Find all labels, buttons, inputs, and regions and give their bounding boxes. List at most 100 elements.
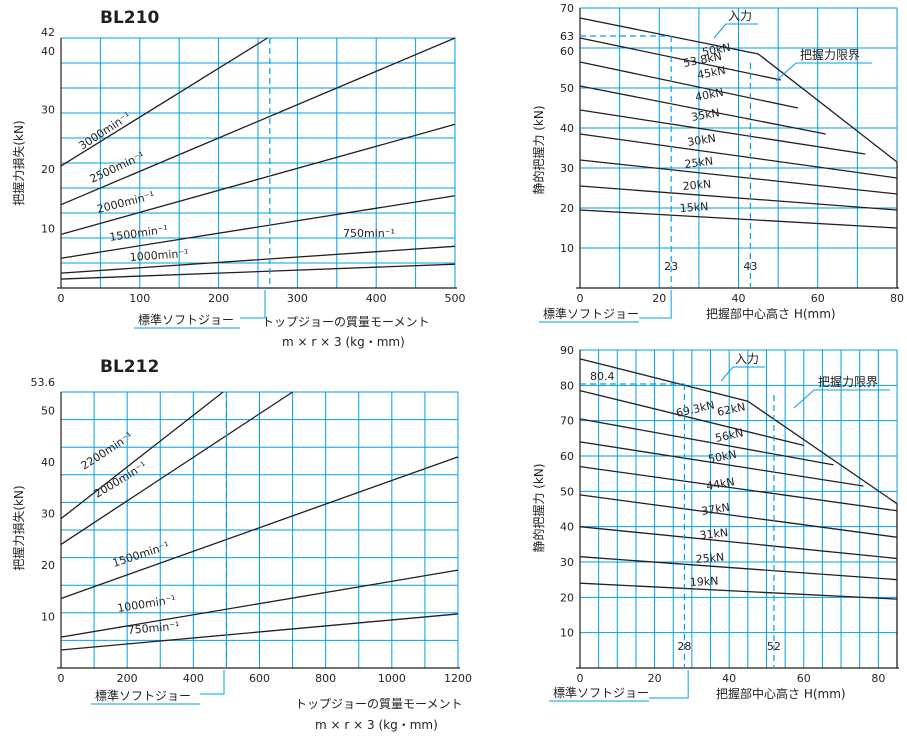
series-label: 1500min⁻¹	[111, 539, 171, 570]
y-axis-label: 静的把握力 (kN)	[531, 463, 546, 552]
series-label: 3000min⁻¹	[77, 110, 134, 153]
series-line	[579, 582, 898, 600]
series-label: 35kN	[690, 106, 720, 124]
x-tick-label: 40	[722, 672, 736, 685]
series-label: 2200min⁻¹	[79, 430, 136, 473]
series-label: 44kN	[705, 475, 735, 493]
series-line	[579, 61, 799, 109]
grip-limit-label: 把握力限界	[818, 374, 878, 389]
series-line	[579, 17, 898, 163]
reference-value-label: 80.4	[590, 370, 615, 383]
limit-arrow	[775, 62, 797, 82]
x-tick-label: 0	[58, 292, 65, 305]
chart-title-bl210: BL210	[100, 8, 159, 28]
series-label: 1500min⁻¹	[109, 223, 169, 244]
plot-area	[579, 349, 898, 669]
grip-limit-label: 把握力限界	[800, 47, 860, 62]
series-line	[60, 123, 456, 236]
input-arrow	[720, 366, 734, 382]
x-tick-label: 1000	[378, 672, 406, 685]
x-tick-label: 20	[648, 672, 662, 685]
y-tick-label: 63	[560, 30, 574, 43]
series-line	[579, 133, 898, 179]
input-label: 入力	[735, 352, 759, 366]
x-tick-label: 200	[208, 292, 229, 305]
y-tick-label: 80	[560, 379, 574, 392]
series-label: 50kN	[701, 41, 732, 59]
y-tick-label: 10	[41, 611, 55, 624]
x-tick-label: 200	[117, 672, 138, 685]
marker-value-label: 23	[664, 260, 678, 273]
series-label: 19kN	[689, 575, 718, 589]
y-tick-label: 40	[41, 456, 55, 469]
series-line	[579, 85, 826, 135]
y-tick-label: 50	[560, 82, 574, 95]
series-line	[60, 195, 456, 259]
y-tick-label: 30	[560, 162, 574, 175]
y-tick-label: 20	[41, 559, 55, 572]
series-line	[60, 391, 293, 545]
series-label: 25kN	[695, 551, 725, 566]
limit-arrow	[793, 389, 815, 409]
marker-leader	[240, 290, 266, 319]
series-label: 62kN	[716, 400, 747, 419]
series-line	[579, 418, 834, 466]
x-axis-label: 把握部中心高さ H(mm)	[716, 686, 846, 701]
series-label: 2000min⁻¹	[92, 459, 149, 501]
chart-bl212-grip-force: 69.3kN 62kN 56kN 50kN 44kN 37kN 31kN 25kN 19kN 0…	[531, 344, 899, 702]
x-tick-label: 80	[890, 292, 904, 305]
series-label: 750min⁻¹	[127, 620, 180, 637]
y-tick-label: 30	[41, 508, 55, 521]
series-label: 30kN	[686, 132, 716, 149]
standard-soft-jaw-label: 標準ソフトジョー	[95, 688, 191, 703]
x-tick-label: 0	[577, 292, 584, 305]
x-tick-label: 300	[287, 292, 308, 305]
marker-leader	[639, 290, 672, 319]
y-tick-label: 10	[41, 222, 55, 235]
series-label: 50kN	[707, 448, 738, 466]
series-line	[579, 109, 866, 155]
series-label: 31kN	[699, 526, 729, 542]
x-tick-label: 1200	[444, 672, 472, 685]
x-axis-label-units: m × r × 3 (kg・mm)	[282, 335, 405, 349]
y-tick-label: 70	[560, 2, 574, 15]
marker-value-label: 28	[677, 640, 691, 653]
series-line	[579, 185, 898, 211]
x-tick-label: 600	[249, 672, 270, 685]
series-line	[60, 456, 459, 600]
x-tick-label: 400	[366, 292, 387, 305]
series-label: 56kN	[714, 426, 745, 445]
y-tick-label: 90	[560, 344, 574, 357]
series-line	[60, 245, 456, 274]
y-tick-label: 30	[560, 556, 574, 569]
x-tick-label: 60	[811, 292, 825, 305]
x-tick-label: 0	[577, 672, 584, 685]
y-tick-label: 70	[560, 415, 574, 428]
series-line	[60, 613, 459, 651]
x-tick-label: 60	[797, 672, 811, 685]
series-label: 15kN	[679, 200, 708, 215]
y-tick-label: 30	[41, 103, 55, 116]
chart-title-bl212: BL212	[100, 357, 159, 377]
x-axis-label: トップジョーの質量モーメント	[295, 696, 463, 711]
y-tick-label: 50	[560, 485, 574, 498]
series-label: 2000min⁻¹	[96, 189, 156, 216]
series-label: 25kN	[684, 155, 714, 171]
series-label: 37kN	[700, 501, 730, 518]
y-axis-label: 把握力損失(kN)	[11, 485, 26, 570]
series-line	[579, 556, 898, 581]
input-label: 入力	[728, 9, 752, 23]
series-line	[579, 209, 898, 229]
series-line	[60, 37, 456, 206]
x-axis-label: トップジョーの質量モーメント	[262, 314, 430, 329]
series-label: 69.3kN	[675, 398, 716, 419]
y-tick-label: 40	[560, 521, 574, 534]
series-line	[60, 569, 459, 638]
series-line	[579, 526, 898, 560]
x-axis-label: 把握部中心高さ H(mm)	[706, 306, 836, 321]
y-tick-label: 53.6	[31, 376, 56, 389]
x-tick-label: 100	[129, 292, 150, 305]
